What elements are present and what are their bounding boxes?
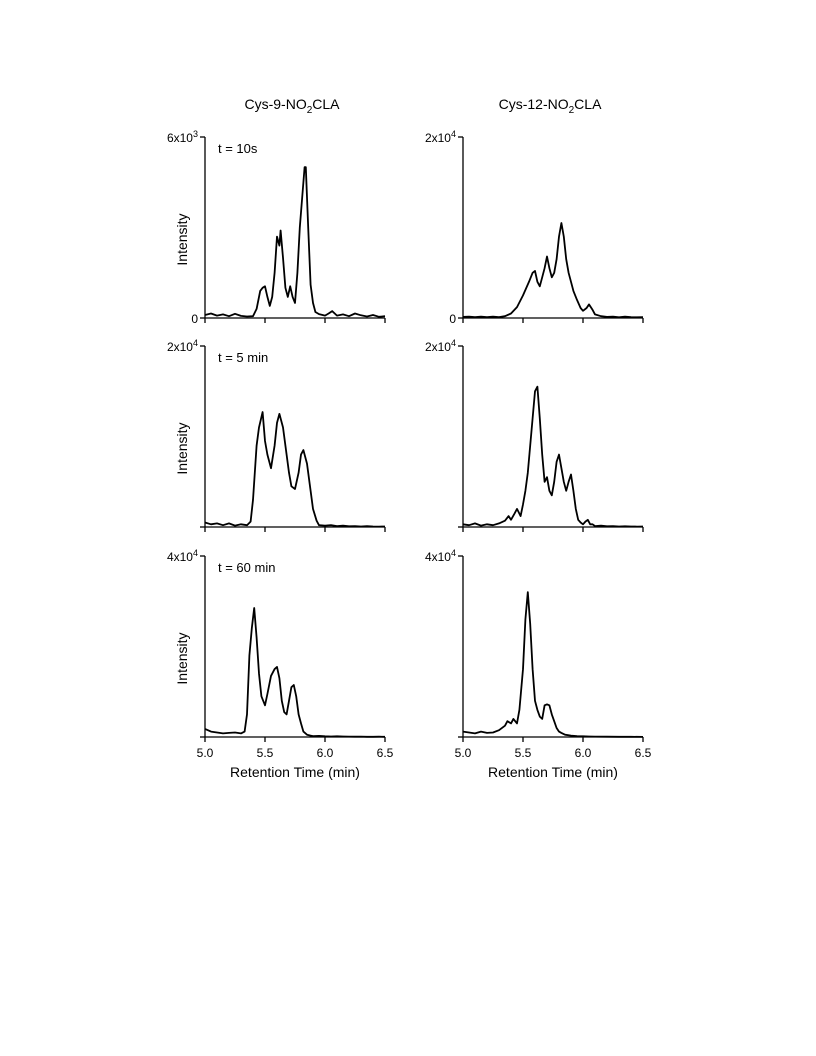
x-tick-label: 5.0 [197,746,214,760]
column-title-cys9: Cys-9-NO2CLA [244,96,340,116]
chromatogram-trace [462,385,644,528]
x-tick-label: 6.0 [317,746,334,760]
y-tick-label: 0 [191,312,198,326]
chromatogram-trace [204,166,386,318]
chart-panel-6: 4x104 5.0 5.5 6.0 6.5 Retention Time (min) [425,548,652,780]
x-tick-label: 6.5 [635,746,652,760]
time-annotation: t = 5 min [218,350,268,365]
chromatogram-trace [462,222,644,319]
y-tick-label: 4x104 [425,548,456,564]
y-axis-title: Intensity [174,213,190,265]
x-tick-label: 6.0 [575,746,592,760]
chart-panel-2: 2x104 0 [425,129,644,326]
x-axis-title: Retention Time (min) [488,764,618,780]
column-title-cys12: Cys-12-NO2CLA [499,96,602,116]
y-tick-label: 2x104 [167,338,198,354]
chromatogram-trace [204,607,386,738]
x-tick-label: 5.0 [455,746,472,760]
x-tick-label: 5.5 [515,746,532,760]
chart-panel-5: 4x104 5.0 5.5 6.0 6.5 Retention Time (min) Int… [167,548,394,780]
x-tick-label: 6.5 [377,746,394,760]
chart-panel-1: 6x103 0 Intensity t = 10s [167,129,386,326]
chart-panel-3: 2x104 Intensity t = 5 min [167,338,386,532]
x-tick-label: 5.5 [257,746,274,760]
time-annotation: t = 60 min [218,560,275,575]
y-tick-label: 2x104 [425,129,456,145]
y-tick-label: 4x104 [167,548,198,564]
time-annotation: t = 10s [218,141,258,156]
x-axis-title: Retention Time (min) [230,764,360,780]
chromatogram-trace [462,591,644,738]
y-axis-title: Intensity [174,422,190,474]
y-axis-title: Intensity [174,632,190,684]
chart-panel-4: 2x104 [425,338,644,532]
y-tick-label: 0 [449,312,456,326]
y-tick-label: 2x104 [425,338,456,354]
y-tick-label: 6x103 [167,129,198,145]
chromatogram-trace [204,411,386,528]
